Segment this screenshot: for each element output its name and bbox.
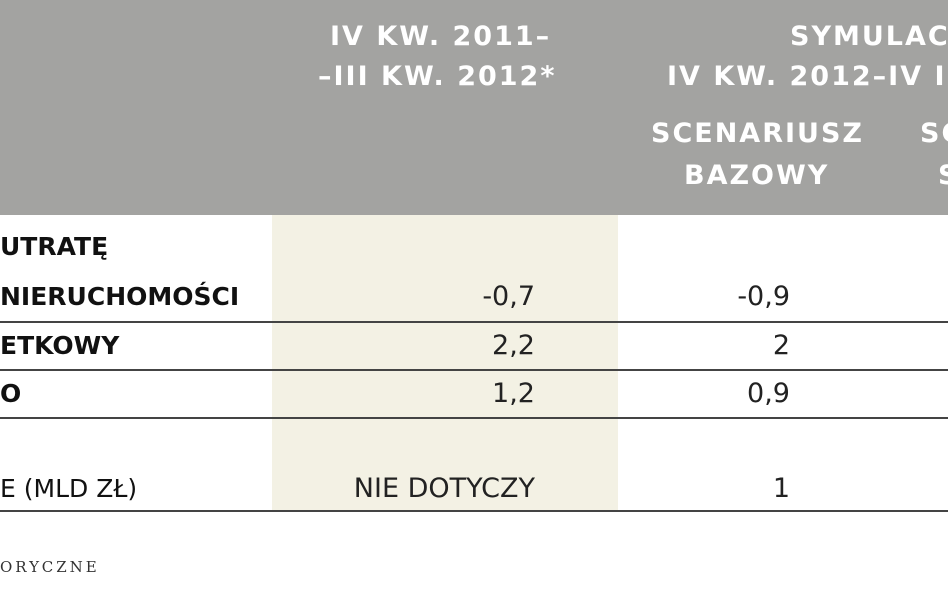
cell: 0,9 — [747, 378, 790, 409]
row-label: ETKOWY — [0, 331, 120, 360]
row-label: E (MLD ZŁ) — [0, 474, 138, 503]
column-header: –III KW. 2012* — [318, 61, 557, 92]
footer-note: ORYCZNE — [0, 558, 100, 576]
column-header: S — [938, 157, 948, 195]
column-header: SYMULACJ — [790, 21, 948, 52]
header-band — [0, 0, 948, 215]
cell: -0,7 — [482, 281, 535, 312]
row-label: UTRATĘ — [0, 232, 109, 261]
row-rule — [0, 417, 948, 419]
row-rule — [0, 369, 948, 371]
cell: NIE DOTYCZY — [353, 473, 535, 504]
row-label: NIERUCHOMOŚCI — [0, 282, 240, 311]
cell: -0,9 — [737, 281, 790, 312]
highlight-column — [272, 215, 618, 512]
row-label: O — [0, 379, 22, 408]
row-rule — [0, 510, 948, 512]
cell: 1,2 — [492, 378, 535, 409]
column-header: SC — [920, 118, 948, 149]
cell: 1 — [772, 473, 790, 504]
cell: 2,2 — [492, 330, 535, 361]
column-header: IV KW. 2012–IV I — [667, 61, 947, 92]
cell: 2 — [772, 330, 790, 361]
column-header: BAZOWY — [684, 160, 830, 191]
column-header: SCENARIUSZ — [651, 118, 864, 149]
column-header: IV KW. 2011– — [330, 21, 552, 52]
row-rule — [0, 321, 948, 323]
